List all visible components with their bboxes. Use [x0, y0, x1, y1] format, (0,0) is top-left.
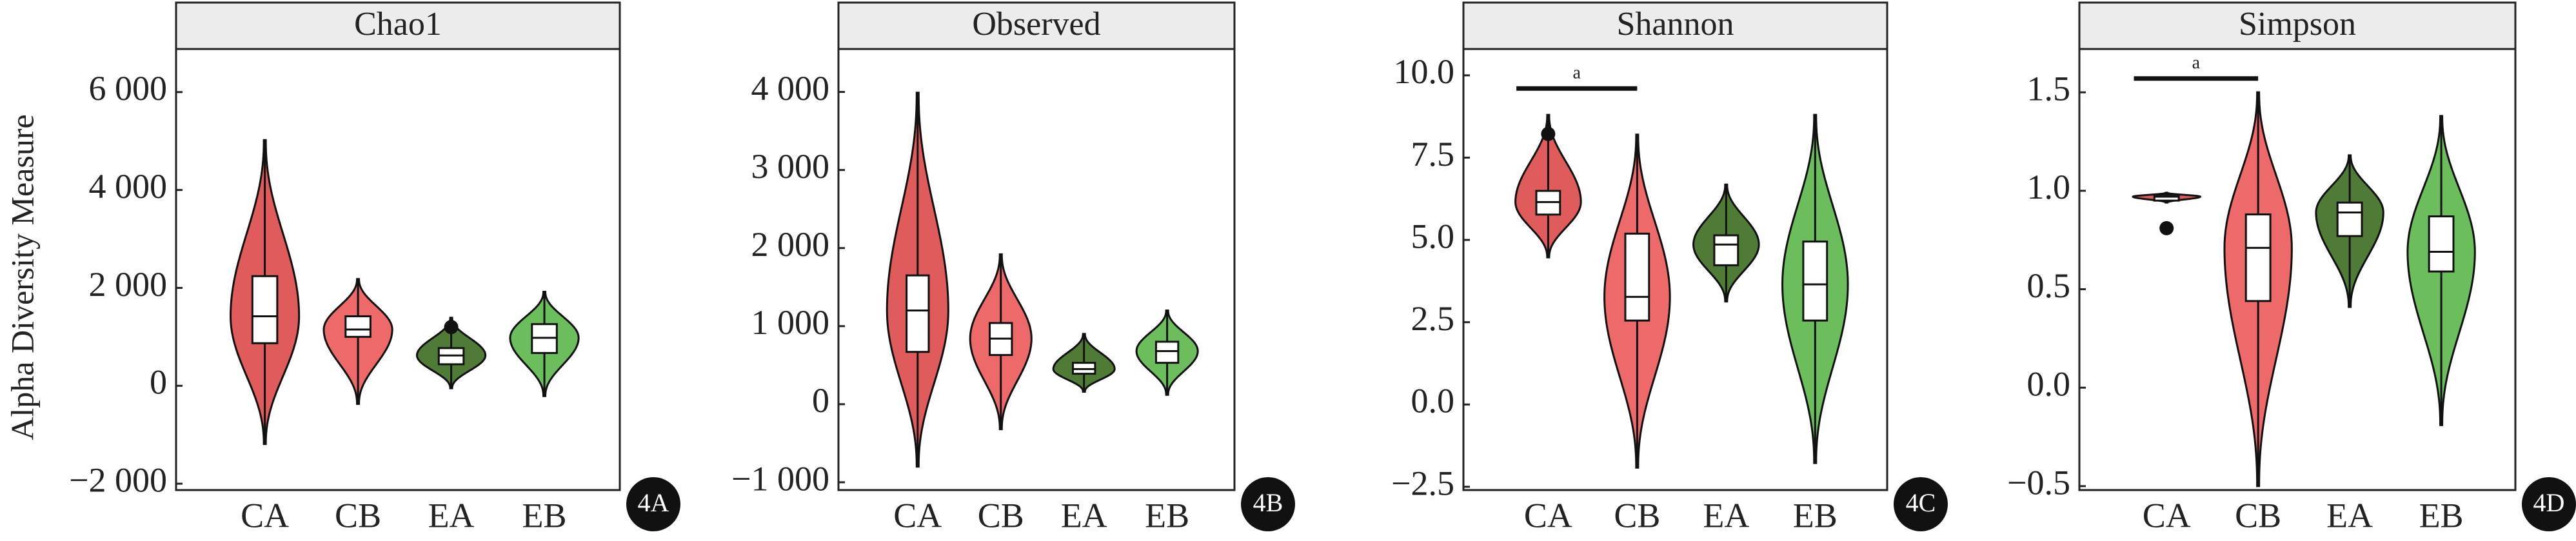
- plot-frame: [2078, 48, 2517, 491]
- y-tick-label: −0.5: [2007, 463, 2070, 502]
- panel-label: 4B: [1253, 488, 1283, 517]
- outlier: [2159, 221, 2174, 235]
- panel-title: Observed: [972, 6, 1100, 43]
- x-tick-label: CB: [2235, 496, 2281, 535]
- box: [906, 274, 930, 353]
- panel-title: Simpson: [2239, 6, 2356, 43]
- y-tick-label: 3 000: [751, 147, 830, 186]
- panel-label: 4C: [1906, 488, 1936, 517]
- panel-badge: [1894, 477, 1948, 531]
- x-tick-label: CB: [1614, 496, 1660, 535]
- y-tick-label: 0.0: [2027, 365, 2071, 404]
- panel-badge: [626, 477, 680, 531]
- significance-label: a: [1573, 63, 1581, 83]
- strip: [1462, 1, 1888, 50]
- box: [1802, 241, 1828, 322]
- strip: [837, 1, 1236, 50]
- outlier: [444, 320, 459, 335]
- box: [1713, 234, 1739, 266]
- y-tick-label: 2 000: [751, 225, 830, 264]
- y-tick-label: 1 000: [751, 303, 830, 342]
- panel-badge: [1241, 477, 1295, 531]
- box: [344, 315, 372, 338]
- y-tick-label: 4 000: [89, 167, 168, 206]
- y-tick-label: −1 000: [731, 459, 829, 498]
- x-tick-label: EB: [1145, 496, 1189, 535]
- box: [251, 275, 279, 344]
- box: [2428, 215, 2455, 273]
- x-tick-label: CB: [978, 496, 1024, 535]
- panel-title: Shannon: [1617, 6, 1734, 43]
- strip: [2078, 1, 2517, 50]
- x-tick-label: EB: [1793, 496, 1838, 535]
- y-tick-label: 7.5: [1411, 135, 1455, 173]
- strip: [175, 1, 621, 50]
- x-tick-label: EA: [428, 496, 475, 535]
- y-axis-label: Alpha Diversity Measure: [4, 114, 40, 440]
- y-tick-label: 0.5: [2027, 266, 2071, 305]
- y-tick-label: 1.5: [2027, 70, 2071, 108]
- box: [1624, 232, 1650, 322]
- box: [2153, 193, 2180, 202]
- y-tick-label: 2.5: [1411, 299, 1455, 338]
- y-tick-label: 6 000: [89, 69, 168, 108]
- y-tick-label: 2 000: [89, 265, 168, 304]
- x-tick-label: CB: [335, 496, 381, 535]
- x-tick-label: EB: [522, 496, 567, 535]
- x-tick-label: EA: [1703, 496, 1749, 535]
- y-tick-label: 1.0: [2027, 168, 2071, 206]
- x-tick-label: CA: [1524, 496, 1572, 535]
- panel-label: 4D: [2533, 488, 2565, 517]
- panel-title: Chao1: [354, 6, 442, 43]
- x-tick-label: CA: [241, 496, 289, 535]
- box: [2336, 201, 2363, 237]
- y-tick-label: 4 000: [751, 69, 830, 108]
- box: [1154, 340, 1180, 364]
- y-tick-label: 0: [150, 363, 167, 402]
- plot-frame: [1462, 48, 1888, 491]
- panel-badge: [2522, 477, 2576, 531]
- y-tick-label: −2 000: [69, 461, 167, 500]
- panel-label: 4A: [638, 488, 669, 517]
- plot-frame: [175, 48, 621, 491]
- x-tick-label: EB: [2419, 496, 2464, 535]
- x-tick-label: CA: [2143, 496, 2191, 535]
- box: [2244, 213, 2272, 302]
- y-tick-label: −2.5: [1391, 464, 1454, 502]
- y-tick-label: 0.0: [1411, 382, 1455, 420]
- significance-label: a: [2192, 53, 2201, 73]
- y-tick-label: 0: [812, 381, 829, 420]
- x-tick-label: CA: [893, 496, 942, 535]
- x-tick-label: EA: [2326, 496, 2373, 535]
- y-tick-label: 10.0: [1394, 52, 1455, 91]
- plot-frame: [837, 48, 1236, 491]
- y-tick-label: 5.0: [1411, 217, 1455, 255]
- x-tick-label: EA: [1061, 496, 1107, 535]
- outlier: [1541, 126, 1556, 141]
